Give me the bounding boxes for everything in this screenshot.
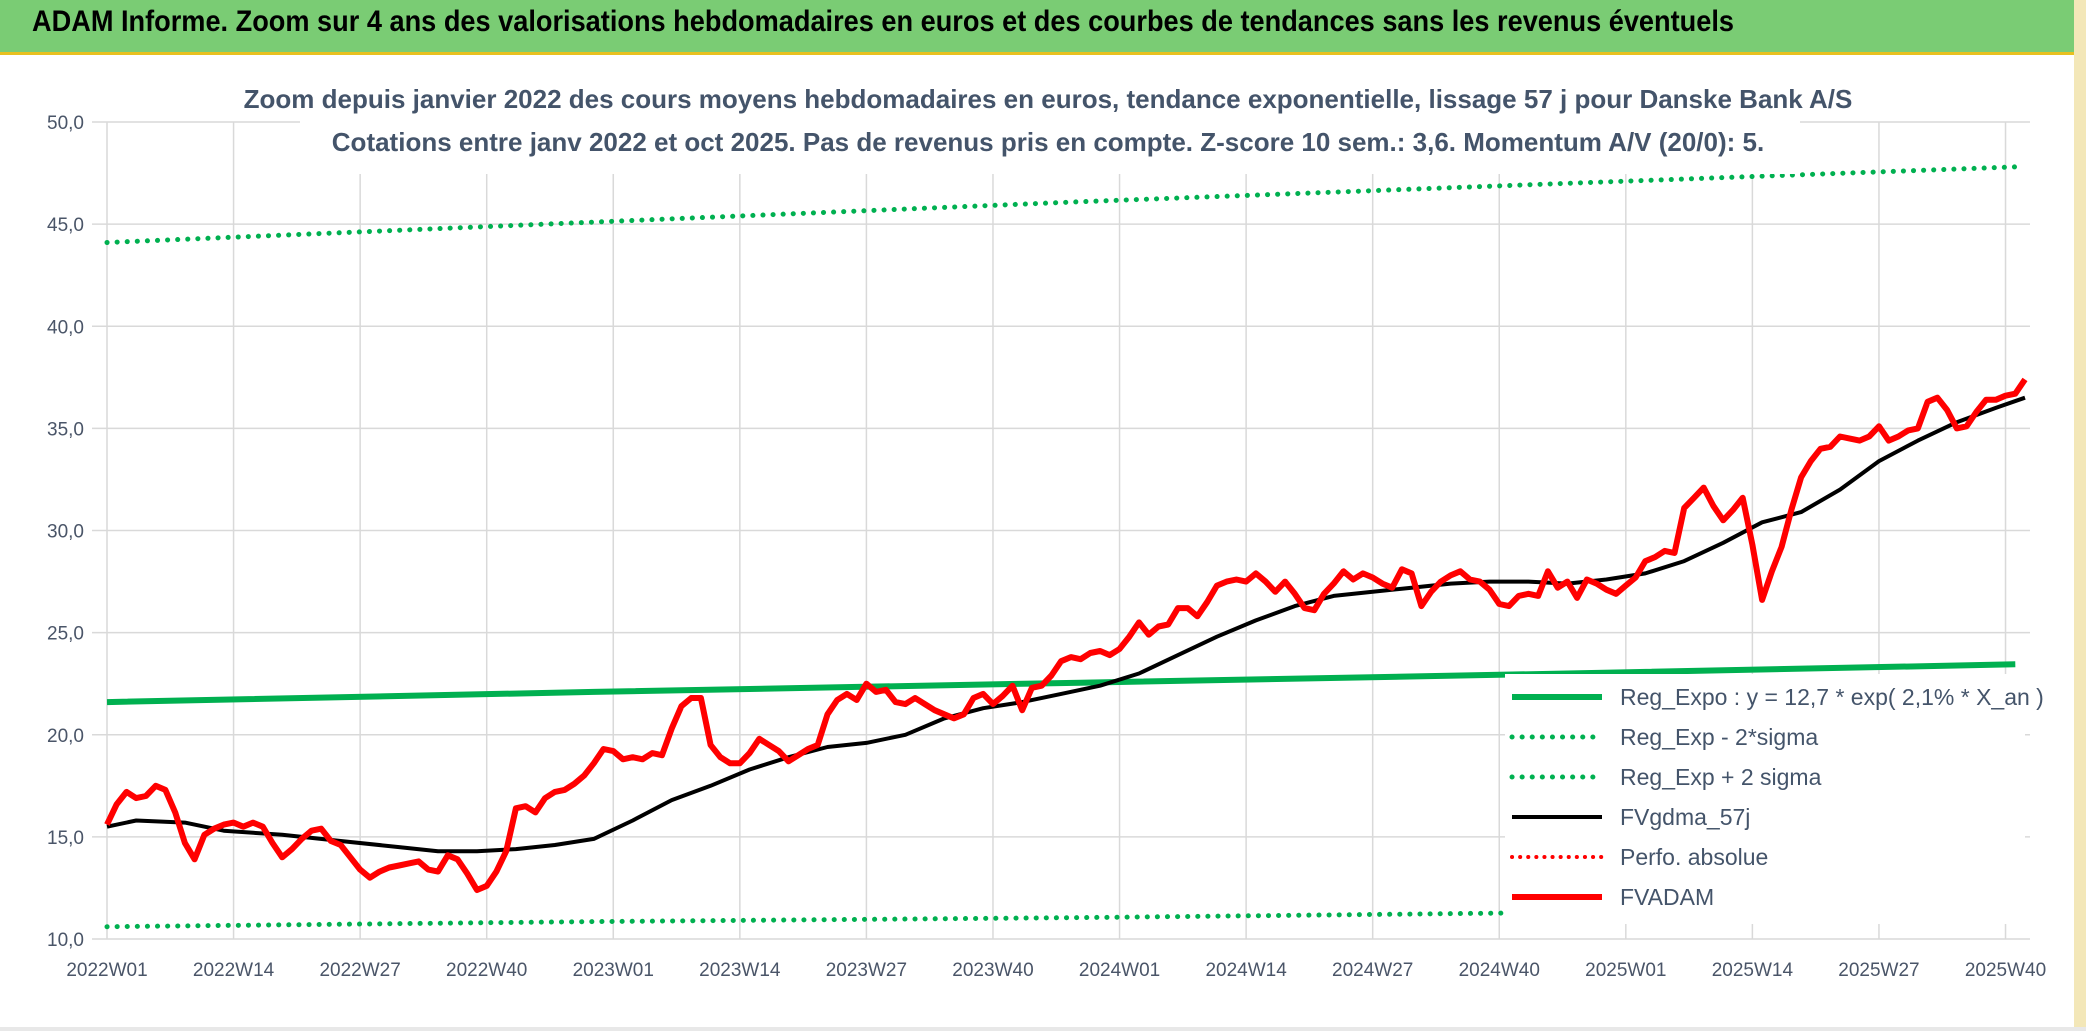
x-tick-label: 2023W40 (952, 960, 1033, 981)
right-edge-strip (2074, 0, 2086, 1031)
y-tick-label: 35,0 (47, 419, 84, 440)
x-tick-label: 2024W14 (1205, 960, 1287, 981)
x-tick-label: 2023W01 (573, 960, 654, 981)
y-tick-label: 45,0 (47, 215, 84, 236)
legend-label: FVADAM (1620, 884, 1714, 910)
x-tick-label: 2025W14 (1712, 960, 1794, 981)
x-tick-label: 2025W01 (1585, 960, 1666, 981)
x-tick-label: 2025W40 (1965, 960, 2046, 981)
y-tick-label: 25,0 (47, 624, 84, 645)
title-backdrop (300, 74, 1800, 174)
x-tick-label: 2022W14 (193, 960, 275, 981)
series-line-2 (104, 164, 2018, 245)
x-tick-label: 2024W40 (1459, 960, 1540, 981)
y-tick-label: 10,0 (47, 930, 84, 951)
y-tick-label: 30,0 (47, 522, 84, 543)
series-layer (104, 164, 2028, 930)
y-tick-label: 40,0 (47, 317, 84, 338)
y-tick-label: 50,0 (47, 113, 84, 134)
y-axis: 10,0 15,0 20,0 25,0 30,0 35,0 40,0 45,0 50,0 (47, 113, 84, 951)
y-tick-label: 20,0 (47, 726, 84, 747)
legend-label: Reg_Expo : y = 12,7 * exp( 2,1% * X_an ) (1620, 684, 2044, 710)
x-tick-label: 2022W40 (446, 960, 527, 981)
legend-label: Reg_Exp + 2 sigma (1620, 764, 1822, 790)
legend-box (1505, 674, 2025, 924)
series-line-1 (104, 905, 2018, 930)
legend-label: FVgdma_57j (1620, 804, 1750, 830)
report-title: ADAM Informe. Zoom sur 4 ans des valoris… (32, 5, 1734, 38)
legend-label: Perfo. absolue (1620, 844, 1768, 870)
chart-subtitle: Cotations entre janv 2022 et oct 2025. P… (332, 127, 1764, 157)
chart-title: Zoom depuis janvier 2022 des cours moyen… (244, 84, 1853, 114)
series-line-0 (106, 661, 2016, 706)
report-banner: ADAM Informe. Zoom sur 4 ans des valoris… (0, 0, 2074, 55)
x-tick-label: 2024W01 (1079, 960, 1160, 981)
y-tick-label: 15,0 (47, 828, 84, 849)
series-line-3 (106, 395, 2026, 854)
bottom-edge-strip (0, 1027, 2086, 1031)
x-tick-label: 2023W14 (699, 960, 781, 981)
x-tick-label: 2024W27 (1332, 960, 1413, 981)
series-line-5 (104, 377, 2028, 893)
x-tick-label: 2022W27 (319, 960, 400, 981)
legend: Reg_Expo : y = 12,7 * exp( 2,1% * X_an )… (1505, 674, 2044, 924)
x-tick-label: 2025W27 (1838, 960, 1919, 981)
x-tick-label: 2022W01 (66, 960, 147, 981)
x-tick-label: 2023W27 (826, 960, 907, 981)
x-axis: 2022W01 2022W14 2022W27 2022W40 2023W01 2023W… (66, 960, 2046, 981)
legend-label: Reg_Exp - 2*sigma (1620, 724, 1818, 750)
